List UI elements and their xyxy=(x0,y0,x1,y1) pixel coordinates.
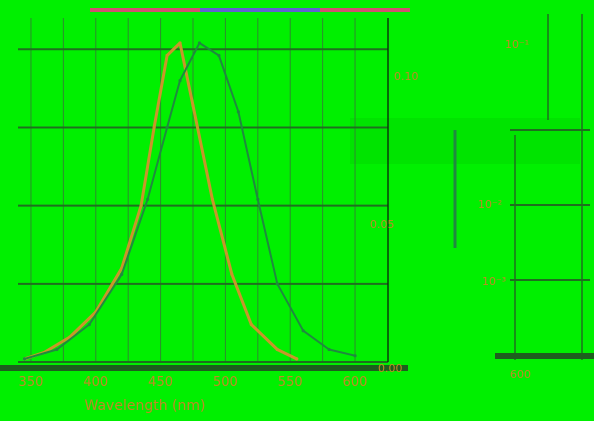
right-axis-label: 0.05 xyxy=(370,218,395,231)
inset-axis-label: 600 xyxy=(510,368,531,381)
x-axis-title: Wavelength (nm) xyxy=(85,398,206,414)
data-point-series-2 xyxy=(353,354,357,358)
x-tick-label: 450 xyxy=(148,375,173,390)
right-axis-label: 0.10 xyxy=(394,70,419,83)
grid-layer xyxy=(0,18,408,371)
data-point-series-2 xyxy=(120,272,124,277)
data-point-series-2 xyxy=(55,347,59,352)
data-point-series-2 xyxy=(301,329,305,333)
data-point-series-1 xyxy=(178,41,182,45)
x-tick-label: 600 xyxy=(343,375,368,390)
inset-axis-label: 10⁻¹ xyxy=(505,38,529,51)
data-point-series-1 xyxy=(230,272,234,277)
data-point-series-1 xyxy=(139,204,143,208)
x-tick-label: 400 xyxy=(83,375,108,390)
data-point-series-2 xyxy=(256,197,260,201)
labels-layer: 350 400 450 500 550 600 Wavelength (nm) 0.00 0.0… xyxy=(19,38,531,414)
data-point-series-2 xyxy=(178,78,182,83)
data-point-series-1 xyxy=(120,266,124,270)
data-point-series-1 xyxy=(295,357,299,361)
data-point-series-2 xyxy=(22,357,27,361)
data-point-series-1 xyxy=(191,103,195,108)
x-tick-label: 350 xyxy=(19,375,44,390)
inset-axis-label: 10⁻³ xyxy=(482,275,506,288)
mid-band-panel xyxy=(350,118,580,164)
top-color-strip-accent xyxy=(200,8,320,12)
inset-axis-label: 10⁻² xyxy=(478,198,502,211)
data-point-series-2 xyxy=(236,110,240,114)
x-tick-label: 500 xyxy=(213,375,238,390)
data-point-series-1 xyxy=(152,125,156,130)
data-point-series-2 xyxy=(165,125,169,130)
data-point-series-1 xyxy=(249,322,253,327)
data-point-series-2 xyxy=(217,53,221,58)
data-point-series-2 xyxy=(197,41,202,45)
right-axis-label: 0.00 xyxy=(378,362,403,375)
data-point-series-1 xyxy=(275,347,279,352)
data-point-series-1 xyxy=(210,197,215,201)
x-tick-label: 550 xyxy=(278,375,303,390)
series-layer xyxy=(22,41,357,361)
data-point-series-1 xyxy=(165,53,169,58)
data-point-series-2 xyxy=(146,197,150,201)
data-point-series-2 xyxy=(275,282,279,286)
data-point-series-2 xyxy=(327,347,331,352)
data-point-series-2 xyxy=(87,322,91,327)
